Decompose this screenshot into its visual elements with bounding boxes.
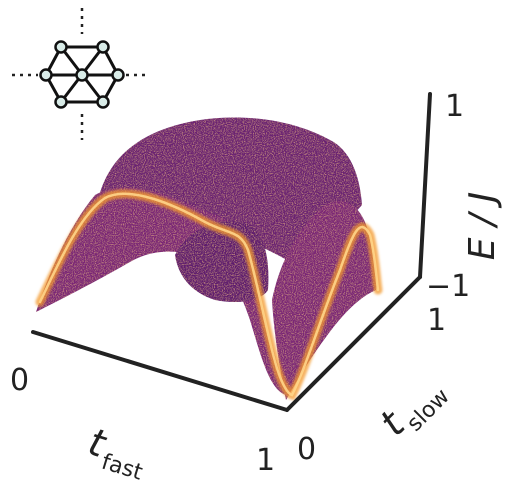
inset-node: [54, 95, 68, 109]
x-tick-0: 0: [10, 363, 29, 398]
z-axis-line: [418, 92, 432, 279]
inset-node: [96, 95, 110, 109]
x-label-sub: fast: [99, 450, 146, 486]
y-label-sub: slow: [402, 384, 454, 436]
x-tick-1: 1: [256, 443, 275, 478]
surface-density: [36, 117, 377, 400]
kagome-lattice-icon: [12, 8, 150, 140]
x-axis-line: [31, 330, 289, 412]
ridge-line: [35, 189, 383, 401]
inset-node: [96, 40, 110, 54]
x-axis-label: t fast: [83, 420, 146, 486]
y-axis-line: [285, 275, 422, 412]
axes: [31, 92, 432, 412]
inset-node: [39, 68, 53, 82]
surface-back-panel: [98, 117, 362, 263]
tick-labels: 0 1 0 1 −1 1: [10, 89, 470, 478]
ridge-core: [38, 192, 380, 397]
inset-node: [75, 68, 89, 82]
inset-node: [111, 68, 125, 82]
y-axis-label: t slow: [371, 384, 454, 444]
y-tick-1: 1: [427, 303, 446, 338]
z-tick-low: −1: [426, 269, 470, 304]
y-tick-0: 0: [297, 432, 316, 467]
inset-node: [54, 40, 68, 54]
z-tick-high: 1: [445, 89, 464, 124]
z-axis-label: E / J: [462, 192, 503, 260]
